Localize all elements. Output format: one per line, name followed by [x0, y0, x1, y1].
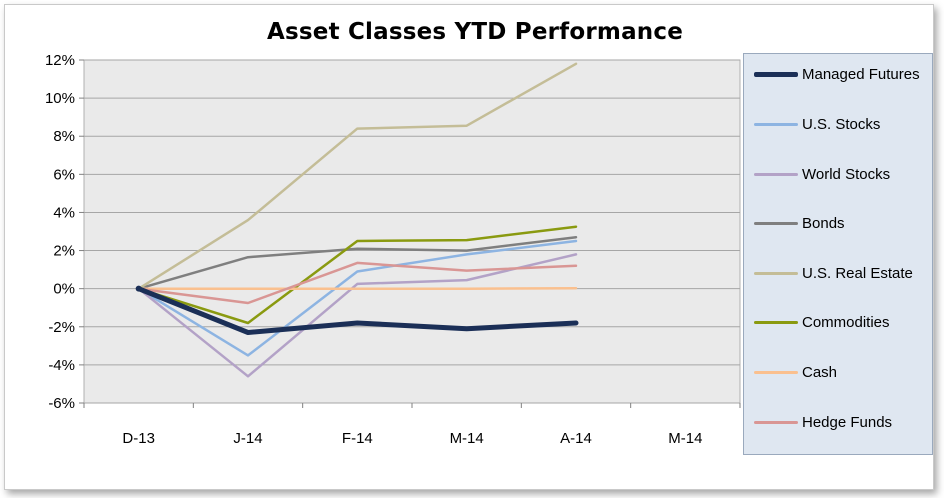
legend-swatch: [752, 213, 798, 233]
chart-plot: -6% -4% -2% 0% 2% 4% 6% 8% 10% 12% D-13 J-14 F-14 M-1…: [45, 52, 741, 447]
chart-frame: Asset Classes YTD Performance -6% -4% -2% 0…: [4, 4, 934, 490]
legend-label: World Stocks: [802, 166, 891, 183]
legend-swatch: [752, 412, 798, 432]
legend-label: Hedge Funds: [802, 414, 893, 431]
origin-point: [135, 285, 142, 292]
legend-label: Cash: [802, 364, 838, 381]
legend-item-cash: Cash: [752, 362, 930, 383]
series-line-bonds: [137, 235, 578, 290]
series-line-hedge-funds: [137, 261, 578, 305]
series-line-u-s-real-estate: [137, 62, 578, 290]
y-tick-label: 6%: [53, 166, 75, 183]
x-tick-label: M-14: [668, 430, 702, 447]
x-tick-label: J-14: [233, 430, 262, 447]
legend-label: U.S. Real Estate: [802, 265, 913, 282]
legend-item-u-s-stocks: U.S. Stocks: [752, 114, 930, 135]
legend-label: U.S. Stocks: [802, 116, 881, 133]
legend-swatch: [752, 64, 798, 84]
legend-item-bonds: Bonds: [752, 213, 930, 234]
series-line-u-s-stocks: [137, 239, 578, 357]
legend-item-hedge-funds: Hedge Funds: [752, 412, 930, 433]
legend-item-u-s-real-estate: U.S. Real Estate: [752, 263, 930, 284]
y-tick-label: -6%: [48, 395, 75, 412]
legend-label: Managed Futures: [802, 66, 920, 83]
chart-title: Asset Classes YTD Performance: [266, 19, 684, 45]
y-tick-label: 10%: [45, 90, 75, 107]
legend-swatch: [752, 263, 798, 283]
legend-swatch: [752, 312, 798, 332]
legend-item-world-stocks: World Stocks: [752, 164, 930, 185]
plot-area: [83, 59, 741, 404]
y-tick-label: 12%: [45, 52, 75, 69]
legend-item-managed-futures: Managed Futures: [752, 64, 930, 85]
legend-item-commodities: Commodities: [752, 312, 930, 333]
series-line-world-stocks: [137, 253, 578, 378]
legend-swatch: [752, 164, 798, 184]
chart-legend: Managed Futures U.S. Stocks World Stocks Bo…: [743, 53, 933, 455]
legend-label: Bonds: [802, 215, 845, 232]
legend-swatch: [752, 114, 798, 134]
y-tick-label: 0%: [53, 281, 75, 298]
legend-swatch: [752, 362, 798, 382]
series-line-commodities: [137, 225, 578, 325]
x-tick-label: D-13: [122, 430, 155, 447]
x-tick-label: F-14: [342, 430, 373, 447]
x-tick-label: A-14: [560, 430, 592, 447]
y-tick-label: -4%: [48, 357, 75, 374]
legend-label: Commodities: [802, 314, 890, 331]
y-tick-label: 4%: [53, 204, 75, 221]
y-tick-label: -2%: [48, 319, 75, 336]
series-line-managed-futures: [136, 286, 579, 335]
x-tick-label: M-14: [450, 430, 484, 447]
y-tick-label: 2%: [53, 243, 75, 260]
y-tick-label: 8%: [53, 128, 75, 145]
